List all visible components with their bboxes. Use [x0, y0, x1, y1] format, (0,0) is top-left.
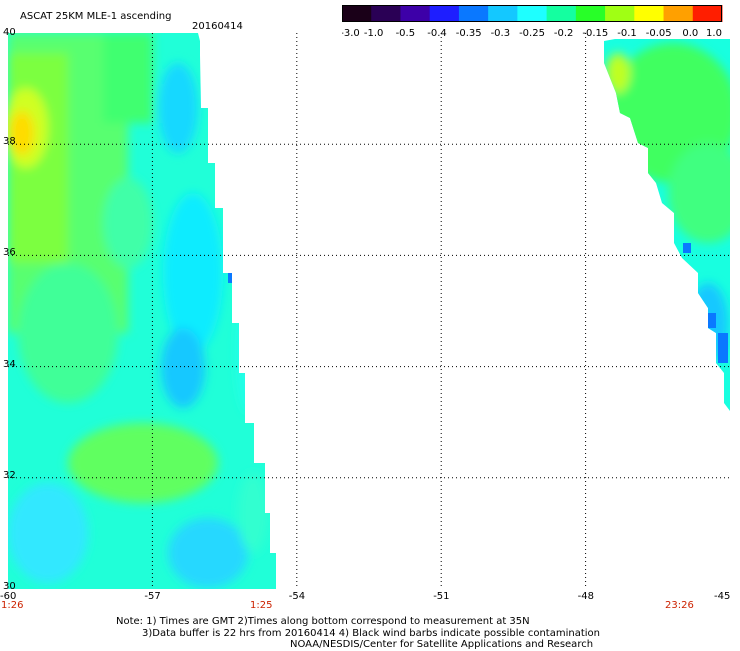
right-swath: [604, 39, 730, 411]
longitude-label: -51: [433, 591, 450, 602]
latitude-label: 30: [3, 581, 16, 592]
colorbar-swatch: [371, 5, 401, 22]
colorbar-label: 0.0: [682, 28, 698, 39]
colorbar-labels: -3.0 -1.0 -0.5 -0.4 -0.35 -0.3 -0.25 -0.2 -0.15-…: [342, 28, 722, 39]
colorbar-swatch: [605, 5, 635, 22]
longitude-label: -54: [288, 591, 306, 602]
colorbar-label: -0.2: [554, 28, 574, 39]
latitude-label: 38: [3, 136, 16, 148]
left-swath: [8, 33, 276, 589]
colorbar-swatch: [692, 5, 723, 22]
colorbar-swatch: [575, 5, 606, 22]
colorbar-swatch: [663, 5, 694, 22]
colorbar-label: -0.5: [396, 28, 416, 39]
latitude-label: 40: [3, 27, 16, 38]
time-label-mid: 1:25: [250, 600, 273, 611]
colorbar-label: -0.05: [646, 28, 672, 39]
colorbar-swatch: [546, 5, 577, 22]
time-label-left: 1:26: [1, 600, 24, 611]
colorbar-label: -3.0: [342, 28, 360, 39]
longitude-label: -57: [144, 591, 161, 602]
latitude-label: 34: [3, 358, 16, 370]
wind-speed-map: [8, 33, 730, 589]
colorbar-swatches: [342, 5, 723, 22]
note-line-2: 3)Data buffer is 22 hrs from 20160414 4)…: [142, 628, 600, 639]
time-label-right: 23:26: [665, 600, 694, 611]
colorbar-label: 1.0: [706, 28, 722, 39]
product-date: 20160414: [192, 21, 243, 32]
longitude-label: -45: [714, 591, 731, 602]
colorbar-label: -0.15: [582, 28, 608, 39]
colorbar: -3.0 -1.0 -0.5 -0.4 -0.35 -0.3 -0.25 -0.2 -0.15-…: [342, 5, 723, 39]
colorbar-swatch: [429, 5, 460, 22]
colorbar-swatch: [400, 5, 431, 22]
note-line-1: Note: 1) Times are GMT 2)Times along bot…: [116, 616, 530, 627]
colorbar-label: -0.1: [617, 28, 637, 39]
colorbar-swatch: [488, 5, 518, 22]
note-line-3: NOAA/NESDIS/Center for Satellite Applica…: [290, 639, 594, 650]
colorbar-swatch: [517, 5, 548, 22]
colorbar-label: -1.0: [364, 28, 384, 39]
colorbar-frame: [342, 5, 722, 22]
latitude-label: 36: [3, 247, 16, 259]
colorbar-swatch: [342, 5, 372, 22]
colorbar-label: -0.3: [491, 28, 511, 39]
colorbar-label: -0.25: [519, 28, 545, 39]
colorbar-swatch: [634, 5, 665, 22]
longitude-label: -48: [577, 591, 594, 602]
colorbar-label: -0.35: [456, 28, 482, 39]
colorbar-label: -0.4: [427, 28, 447, 39]
gridlines: [8, 33, 730, 589]
longitude-label: -60: [0, 591, 17, 602]
colorbar-swatch: [458, 5, 489, 22]
latitude-label: 32: [3, 469, 16, 481]
product-title: ASCAT 25KM MLE-1 ascending: [20, 11, 172, 22]
